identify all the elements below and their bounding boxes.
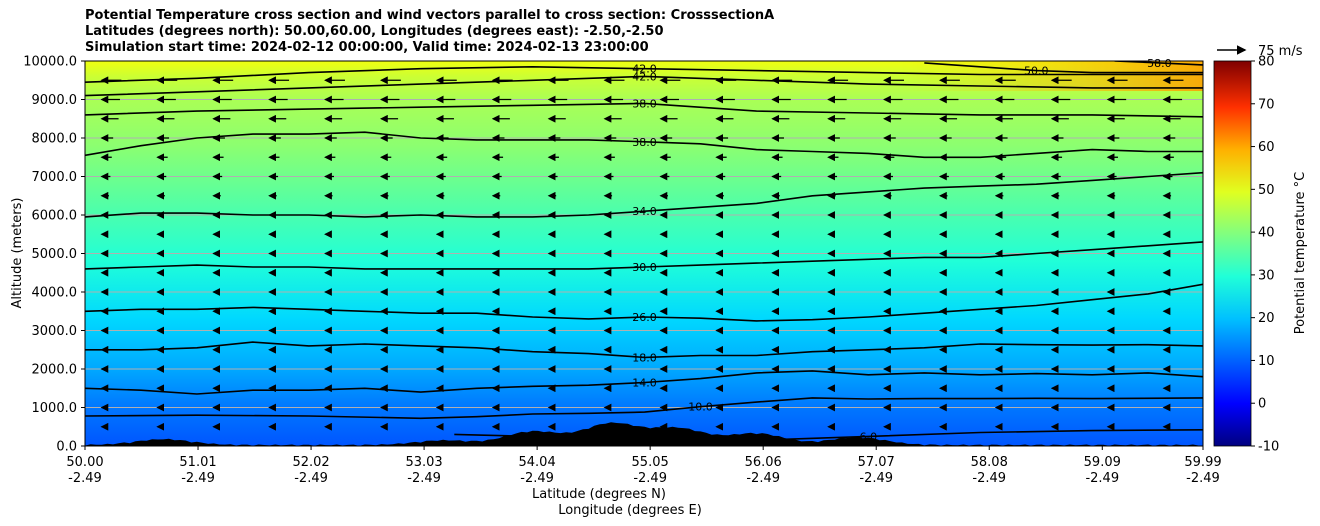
y-tick-label: 2000.0 (32, 363, 78, 378)
contour-label: 38.0 (632, 136, 657, 149)
y-tick-label: 7000.0 (32, 170, 78, 185)
contour-line (85, 341, 1203, 359)
y-tick-label: 10000.0 (23, 55, 77, 70)
colorbar-tick-label: 10 (1258, 354, 1275, 369)
x-tick-label-latitude: 56.06 (745, 455, 782, 470)
chart-title-line-2: Latitudes (degrees north): 50.00,60.00, … (85, 24, 664, 39)
contour-label: 50.0 (1024, 65, 1049, 78)
y-tick-label: 8000.0 (32, 132, 78, 147)
x-tick-label-longitude: -2.49 (181, 471, 215, 486)
colorbar-tick-label: 70 (1258, 97, 1275, 112)
y-tick-label: 0.0 (56, 440, 77, 455)
colorbar-tick-label: 0 (1258, 397, 1266, 412)
y-tick-label: 6000.0 (32, 209, 78, 224)
colorbar-gradient (1213, 60, 1252, 447)
contour-label: 30.0 (632, 261, 657, 274)
contour-line (1114, 61, 1203, 66)
contour-label: 14.0 (632, 376, 657, 389)
x-axis-label-longitude: Longitude (degrees E) (558, 503, 702, 518)
colorbar-tick-label: 80 (1258, 55, 1275, 70)
x-tick-label-longitude: -2.49 (294, 471, 328, 486)
x-tick-label-longitude: -2.49 (520, 471, 554, 486)
x-axis-ticks: 50.00-2.4951.01-2.4952.02-2.4953.03-2.49… (66, 446, 1222, 486)
x-tick-label-longitude: -2.49 (633, 471, 667, 486)
contour-line (85, 370, 1203, 395)
x-tick-label-longitude: -2.49 (68, 471, 102, 486)
contour-line (85, 65, 1203, 83)
y-axis-label: Altitude (meters) (10, 198, 25, 309)
y-axis-ticks: 0.0 1000.0 2000.0 3000.0 4000.0 5000.0 6000.0 7… (23, 55, 85, 455)
colorbar-ticks: -10 0 10 20 30 40 50 60 70 80 (1251, 55, 1279, 455)
colorbar-tick-label: 50 (1258, 183, 1275, 198)
x-tick-label-latitude: 58.08 (971, 455, 1008, 470)
colorbar-label: Potential temperature °C (1293, 172, 1308, 335)
x-axis-label-latitude: Latitude (degrees N) (532, 487, 666, 502)
x-tick-label-latitude: 54.04 (519, 455, 556, 470)
x-tick-label-latitude: 51.01 (179, 455, 216, 470)
y-tick-label: 1000.0 (32, 401, 78, 416)
y-tick-label: 4000.0 (32, 286, 78, 301)
x-tick-label-longitude: -2.49 (407, 471, 441, 486)
x-tick-label-latitude: 50.00 (66, 455, 103, 470)
chart-title: Potential Temperature cross section and … (85, 8, 774, 56)
quiver-key: 75 m/s (1217, 44, 1303, 59)
x-tick-label-latitude: 53.03 (405, 455, 442, 470)
contour-label: 10.0 (688, 401, 713, 414)
colorbar-tick-label: 60 (1258, 140, 1275, 155)
x-tick-label-longitude: -2.49 (972, 471, 1006, 486)
contour-line (85, 102, 1203, 118)
x-tick-label-longitude: -2.49 (859, 471, 893, 486)
colorbar: -10 0 10 20 30 40 50 60 70 80 Potential temperatu… (1213, 55, 1308, 455)
y-tick-label: 3000.0 (32, 324, 78, 339)
chart-title-line-1: Potential Temperature cross section and … (85, 8, 775, 23)
contour-line (924, 62, 1203, 74)
quiver-key-label: 75 m/s (1258, 44, 1303, 59)
contour-label: 34.0 (632, 205, 657, 218)
chart-title-line-3: Simulation start time: 2024-02-12 00:00:… (85, 40, 649, 55)
x-tick-label-latitude: 57.07 (858, 455, 895, 470)
contour-labels: 6.0 10.0 14.0 18.0 26.0 30.0 34.0 38.0 38.0 42.04… (632, 57, 1172, 443)
x-tick-label-latitude: 59.99 (1184, 455, 1221, 470)
plot-area: 6.0 10.0 14.0 18.0 26.0 30.0 34.0 38.0 38.0 42.04… (84, 57, 1204, 447)
contour-label: 42.0 (632, 63, 657, 76)
colorbar-tick-label: 40 (1258, 226, 1275, 241)
x-tick-label-latitude: 59.09 (1084, 455, 1121, 470)
x-tick-label-longitude: -2.49 (746, 471, 780, 486)
contour-line (85, 171, 1203, 218)
x-tick-label-longitude: -2.49 (1186, 471, 1220, 486)
y-tick-label: 5000.0 (32, 247, 78, 262)
y-tick-label: 9000.0 (32, 93, 78, 108)
colorbar-tick-label: 30 (1258, 268, 1275, 283)
contour-line (85, 397, 1203, 420)
terrain (85, 422, 1203, 446)
x-tick-label-longitude: -2.49 (1085, 471, 1119, 486)
colorbar-tick-label: -10 (1258, 440, 1279, 455)
x-tick-label-latitude: 52.02 (292, 455, 329, 470)
contour-label: 26.0 (632, 311, 657, 324)
contour-label: 38.0 (632, 97, 657, 110)
x-tick-label-latitude: 55.05 (632, 455, 669, 470)
contour-label: 58.0 (1147, 57, 1172, 70)
contour-label: 18.0 (632, 351, 657, 364)
contour-line (85, 75, 1203, 97)
contour-label: 6.0 (860, 430, 878, 443)
contour-line (85, 131, 1203, 159)
contour-line (85, 283, 1203, 322)
contour-label: 42.0 (632, 70, 657, 83)
contour-line (85, 241, 1203, 270)
colorbar-tick-label: 20 (1258, 311, 1275, 326)
